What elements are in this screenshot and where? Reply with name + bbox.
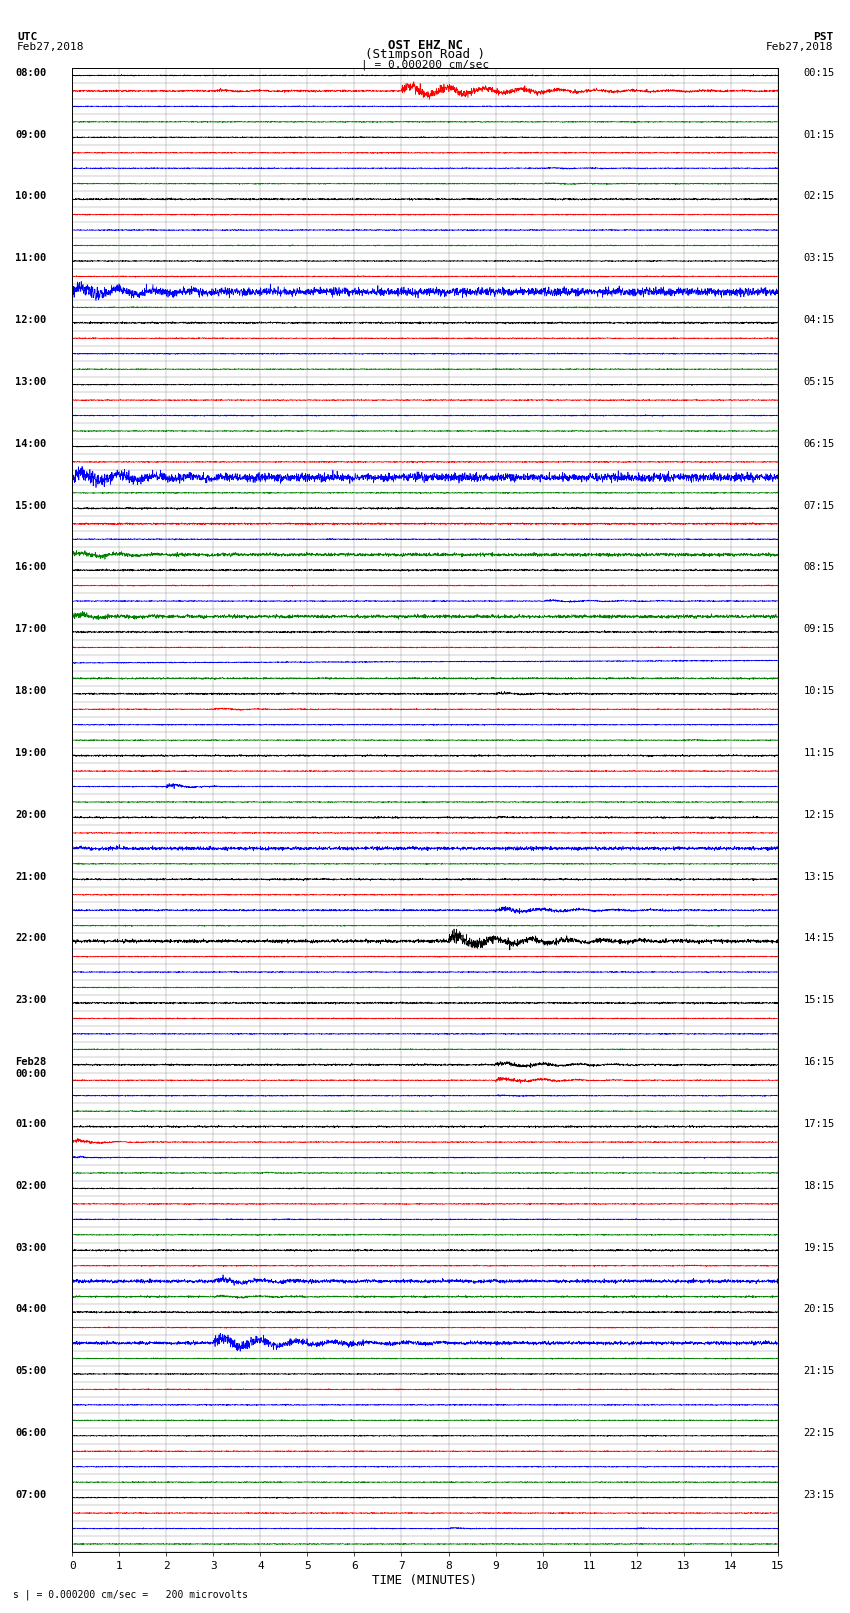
Text: 02:15: 02:15 bbox=[803, 192, 835, 202]
Text: s | = 0.000200 cm/sec =   200 microvolts: s | = 0.000200 cm/sec = 200 microvolts bbox=[13, 1589, 247, 1600]
Text: PST: PST bbox=[813, 32, 833, 42]
Text: 05:00: 05:00 bbox=[15, 1366, 47, 1376]
Text: (Stimpson Road ): (Stimpson Road ) bbox=[365, 48, 485, 61]
Text: 07:00: 07:00 bbox=[15, 1490, 47, 1500]
Text: 06:00: 06:00 bbox=[15, 1428, 47, 1439]
Text: 05:15: 05:15 bbox=[803, 377, 835, 387]
Text: 10:00: 10:00 bbox=[15, 192, 47, 202]
Text: 14:15: 14:15 bbox=[803, 934, 835, 944]
Text: 11:00: 11:00 bbox=[15, 253, 47, 263]
Text: 09:00: 09:00 bbox=[15, 129, 47, 140]
Text: Feb27,2018: Feb27,2018 bbox=[766, 42, 833, 52]
Text: 16:00: 16:00 bbox=[15, 563, 47, 573]
Text: 12:15: 12:15 bbox=[803, 810, 835, 819]
Text: OST EHZ NC: OST EHZ NC bbox=[388, 39, 462, 52]
Text: 16:15: 16:15 bbox=[803, 1057, 835, 1068]
Text: 03:15: 03:15 bbox=[803, 253, 835, 263]
Text: 00:15: 00:15 bbox=[803, 68, 835, 77]
Text: 17:00: 17:00 bbox=[15, 624, 47, 634]
Text: 06:15: 06:15 bbox=[803, 439, 835, 448]
Text: 23:00: 23:00 bbox=[15, 995, 47, 1005]
Text: 18:15: 18:15 bbox=[803, 1181, 835, 1190]
Text: 04:00: 04:00 bbox=[15, 1305, 47, 1315]
Text: 21:15: 21:15 bbox=[803, 1366, 835, 1376]
Text: 08:15: 08:15 bbox=[803, 563, 835, 573]
Text: 12:00: 12:00 bbox=[15, 315, 47, 326]
Text: 03:00: 03:00 bbox=[15, 1242, 47, 1253]
Text: 13:15: 13:15 bbox=[803, 871, 835, 882]
Text: 22:00: 22:00 bbox=[15, 934, 47, 944]
Text: 04:15: 04:15 bbox=[803, 315, 835, 326]
Text: 15:00: 15:00 bbox=[15, 500, 47, 511]
Text: 18:00: 18:00 bbox=[15, 686, 47, 697]
Text: 14:00: 14:00 bbox=[15, 439, 47, 448]
Text: 02:00: 02:00 bbox=[15, 1181, 47, 1190]
Text: 20:15: 20:15 bbox=[803, 1305, 835, 1315]
Text: 21:00: 21:00 bbox=[15, 871, 47, 882]
Text: 19:00: 19:00 bbox=[15, 748, 47, 758]
Text: 20:00: 20:00 bbox=[15, 810, 47, 819]
Text: 08:00: 08:00 bbox=[15, 68, 47, 77]
Text: 07:15: 07:15 bbox=[803, 500, 835, 511]
Text: Feb27,2018: Feb27,2018 bbox=[17, 42, 84, 52]
Text: 19:15: 19:15 bbox=[803, 1242, 835, 1253]
Text: 22:15: 22:15 bbox=[803, 1428, 835, 1439]
Text: UTC: UTC bbox=[17, 32, 37, 42]
Text: 15:15: 15:15 bbox=[803, 995, 835, 1005]
Text: 17:15: 17:15 bbox=[803, 1119, 835, 1129]
Text: 13:00: 13:00 bbox=[15, 377, 47, 387]
Text: 09:15: 09:15 bbox=[803, 624, 835, 634]
X-axis label: TIME (MINUTES): TIME (MINUTES) bbox=[372, 1574, 478, 1587]
Text: Feb28
00:00: Feb28 00:00 bbox=[15, 1057, 47, 1079]
Text: 23:15: 23:15 bbox=[803, 1490, 835, 1500]
Text: 11:15: 11:15 bbox=[803, 748, 835, 758]
Text: | = 0.000200 cm/sec: | = 0.000200 cm/sec bbox=[361, 60, 489, 71]
Text: 01:15: 01:15 bbox=[803, 129, 835, 140]
Text: 01:00: 01:00 bbox=[15, 1119, 47, 1129]
Text: 10:15: 10:15 bbox=[803, 686, 835, 697]
